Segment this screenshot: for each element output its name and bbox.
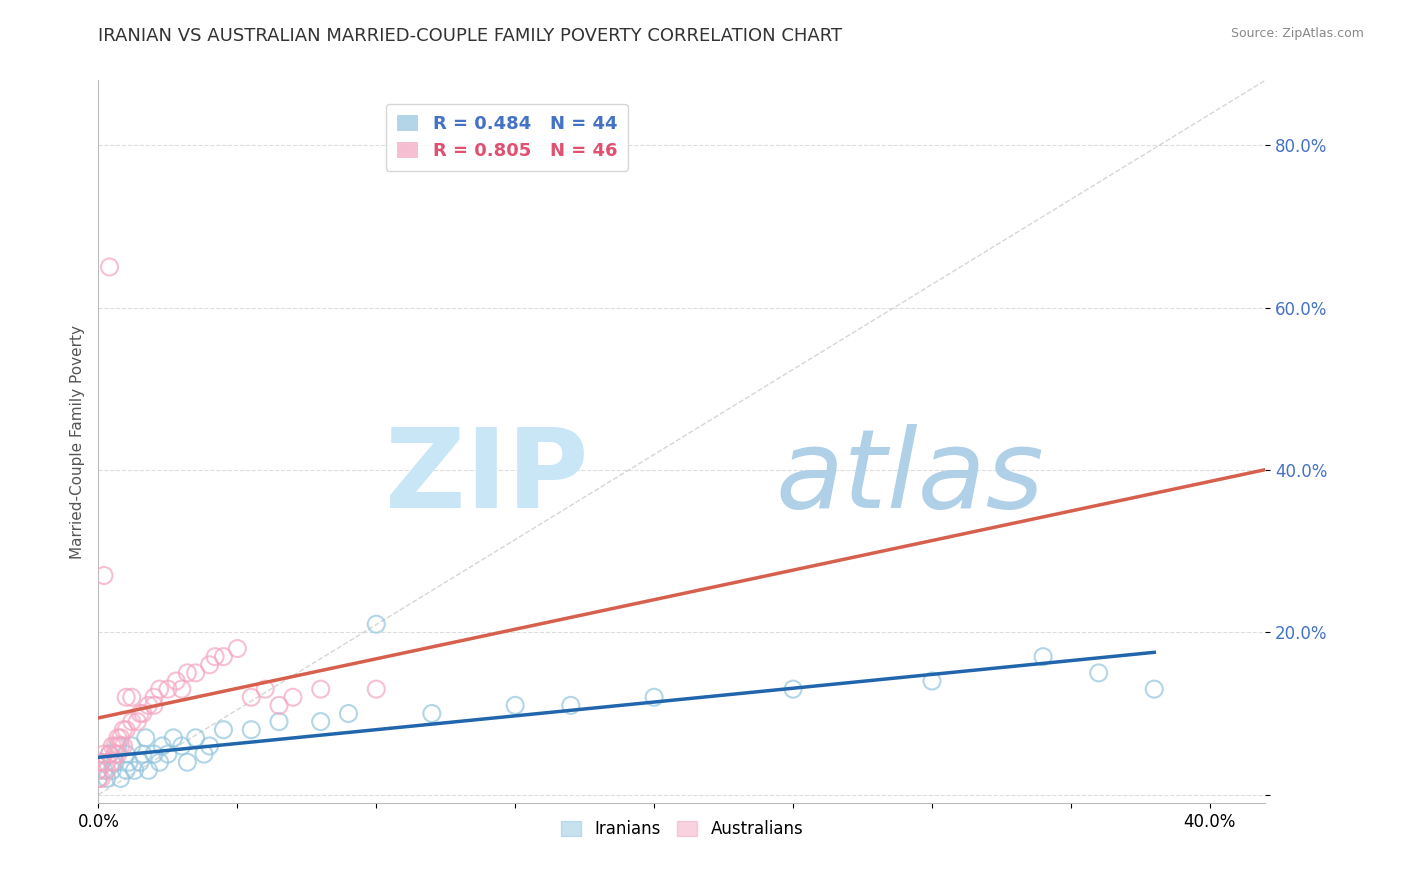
Point (204, 649, 226, 664)
Text: atlas: atlas (775, 425, 1043, 531)
Point (101, 755, 124, 769)
Point (129, 755, 152, 769)
Point (124, 764, 146, 778)
Point (90, 772, 112, 786)
Point (93, 764, 115, 778)
Point (98, 747, 121, 761)
Point (115, 690, 138, 705)
Point (366, 617, 388, 632)
Point (115, 764, 138, 778)
Point (132, 747, 155, 761)
Point (90, 755, 112, 769)
Text: ZIP: ZIP (385, 425, 589, 531)
Point (104, 755, 127, 769)
Point (112, 723, 135, 737)
Point (87, 764, 110, 778)
Point (110, 731, 132, 745)
Point (162, 731, 184, 745)
Point (96, 755, 118, 769)
Point (107, 747, 129, 761)
Point (420, 706, 443, 721)
Point (112, 739, 135, 753)
Point (143, 747, 166, 761)
Point (240, 723, 263, 737)
Point (193, 747, 215, 761)
Point (98, 260, 121, 274)
Point (176, 755, 198, 769)
Point (115, 723, 138, 737)
Point (138, 698, 160, 713)
Point (240, 690, 263, 705)
Point (226, 641, 249, 656)
Point (366, 682, 388, 697)
Point (560, 698, 582, 713)
Y-axis label: Married-Couple Family Poverty: Married-Couple Family Poverty (69, 325, 84, 558)
Point (104, 747, 127, 761)
Legend: Iranians, Australians: Iranians, Australians (554, 814, 810, 845)
Point (101, 764, 124, 778)
Point (129, 706, 152, 721)
Point (98, 747, 121, 761)
Point (107, 739, 129, 753)
Point (170, 682, 193, 697)
Point (87, 772, 110, 786)
Point (101, 739, 124, 753)
Point (198, 657, 221, 672)
Point (170, 739, 193, 753)
Point (254, 682, 277, 697)
Point (337, 706, 360, 721)
Point (198, 739, 221, 753)
Point (267, 698, 290, 713)
Point (104, 739, 127, 753)
Point (267, 714, 290, 729)
Point (121, 739, 143, 753)
Point (87, 764, 110, 778)
Point (118, 755, 141, 769)
Point (96, 764, 118, 778)
Point (1032, 649, 1054, 664)
Point (921, 673, 943, 688)
Point (184, 731, 207, 745)
Point (110, 739, 132, 753)
Point (115, 747, 138, 761)
Point (121, 714, 143, 729)
Point (93, 568, 115, 582)
Point (176, 665, 198, 680)
Point (309, 714, 332, 729)
Point (212, 649, 235, 664)
Point (143, 690, 166, 705)
Point (143, 698, 166, 713)
Point (309, 682, 332, 697)
Point (90, 755, 112, 769)
Point (1143, 682, 1166, 697)
Point (148, 755, 170, 769)
Point (1087, 665, 1109, 680)
Text: IRANIAN VS AUSTRALIAN MARRIED-COUPLE FAMILY POVERTY CORRELATION CHART: IRANIAN VS AUSTRALIAN MARRIED-COUPLE FAM… (98, 27, 842, 45)
Point (127, 714, 149, 729)
Point (643, 690, 665, 705)
Point (165, 673, 187, 688)
Text: Source: ZipAtlas.com: Source: ZipAtlas.com (1230, 27, 1364, 40)
Point (281, 690, 304, 705)
Point (503, 698, 526, 713)
Point (135, 731, 157, 745)
Point (107, 731, 129, 745)
Point (132, 706, 155, 721)
Point (87, 772, 110, 786)
Point (93, 747, 115, 761)
Point (184, 665, 207, 680)
Point (156, 682, 179, 697)
Point (96, 772, 118, 786)
Point (138, 764, 160, 778)
Point (121, 690, 143, 705)
Point (156, 747, 179, 761)
Point (148, 682, 170, 697)
Point (212, 723, 235, 737)
Point (110, 772, 132, 786)
Point (782, 682, 804, 697)
Point (150, 739, 173, 753)
